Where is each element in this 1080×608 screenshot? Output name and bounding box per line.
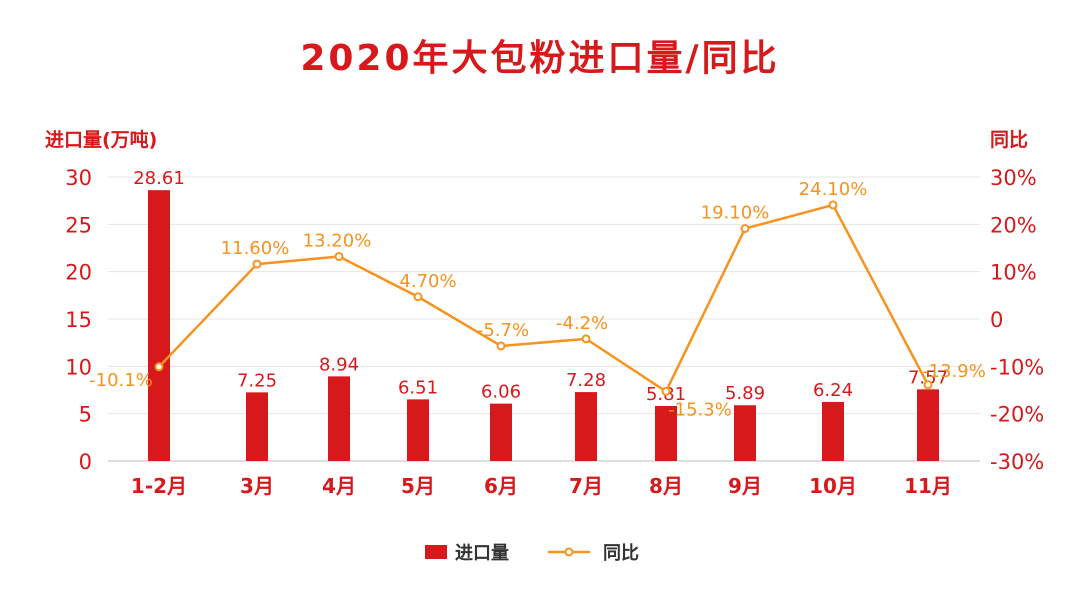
line-point — [740, 224, 750, 234]
line-data-label: 19.10% — [701, 203, 770, 224]
line-data-label: -4.2% — [556, 313, 608, 334]
bar-data-label: 5.89 — [725, 383, 765, 404]
left-axis-tick-label: 20 — [65, 261, 92, 285]
bar — [407, 399, 429, 461]
line-data-label: 13.20% — [303, 231, 372, 252]
bar-labels: 28.617.258.946.516.067.285.815.896.247.5… — [133, 168, 948, 405]
line-point — [581, 334, 591, 344]
right-axis-ticks: -30% -20% -10% 0 10% 20% 30% — [990, 166, 1044, 474]
bar — [148, 190, 170, 461]
bar-data-label: 8.94 — [319, 354, 359, 375]
bar-data-label: 7.28 — [566, 370, 606, 391]
legend: 进口量 同比 — [425, 542, 639, 564]
x-axis-tick-label: 11月 — [904, 474, 952, 498]
left-axis-tick-label: 5 — [79, 403, 92, 427]
bar-data-label: 6.51 — [398, 377, 438, 398]
x-axis-tick-label: 10月 — [809, 474, 857, 498]
bar-data-label: 7.57 — [908, 367, 948, 388]
left-axis-ticks: 0 5 10 15 20 25 30 — [65, 166, 92, 474]
bar — [917, 389, 939, 461]
line-point — [661, 386, 671, 396]
bar-data-label: 7.25 — [237, 370, 277, 391]
line-point — [413, 292, 423, 302]
x-axis-tick-label: 4月 — [322, 474, 356, 498]
bar — [655, 405, 677, 461]
gridlines — [108, 176, 980, 462]
right-axis-tick-label: 10% — [990, 261, 1037, 285]
bar-series — [148, 190, 939, 461]
bar — [490, 403, 512, 461]
line-data-label: 11.60% — [221, 238, 290, 259]
bar-data-label: 28.61 — [133, 168, 185, 189]
line-point — [923, 380, 933, 390]
right-axis-tick-label: 20% — [990, 213, 1037, 237]
bar — [822, 401, 844, 461]
right-axis-tick-label: -20% — [990, 403, 1044, 427]
bar — [246, 392, 268, 461]
right-axis-tick-label: 0 — [990, 308, 1003, 332]
line-data-label: -13.9% — [922, 361, 986, 382]
left-axis-tick-label: 10 — [65, 355, 92, 379]
x-axis-tick-label: 9月 — [728, 474, 762, 498]
left-axis-tick-label: 15 — [65, 308, 92, 332]
line-path — [158, 203, 930, 393]
x-axis-tick-label: 8月 — [649, 474, 683, 498]
x-axis-tick-label: 5月 — [401, 474, 435, 498]
line-point — [154, 362, 164, 372]
left-axis-tick-label: 30 — [65, 166, 92, 190]
bar-data-label: 6.24 — [813, 380, 853, 401]
line-data-label: 4.70% — [399, 271, 456, 292]
right-axis-tick-label: 30% — [990, 166, 1037, 190]
line-point — [334, 252, 344, 262]
legend-line-label: 同比 — [603, 543, 639, 564]
legend-line-marker — [564, 547, 574, 557]
x-axis-labels: 1-2月 3月 4月 5月 6月 7月 8月 9月 10月 11月 — [131, 474, 952, 498]
right-axis-tick-label: -30% — [990, 450, 1044, 474]
right-axis-label: 同比 — [990, 129, 1028, 151]
left-axis-tick-label: 0 — [79, 450, 92, 474]
line-data-label: -15.3% — [668, 399, 732, 420]
line-point — [496, 341, 506, 351]
bar — [734, 405, 756, 461]
legend-bar-swatch — [425, 545, 447, 559]
line-labels: -10.1% 11.60% 13.20% 4.70% -5.7% -4.2% -15.3% 1… — [89, 179, 986, 420]
bar-data-label: 6.06 — [481, 382, 521, 403]
left-axis-label: 进口量(万吨) — [45, 128, 157, 151]
x-axis-tick-label: 7月 — [569, 474, 603, 498]
bar — [328, 376, 350, 461]
line-data-label: 24.10% — [799, 179, 868, 200]
line-data-label: -5.7% — [477, 320, 529, 341]
line-data-label: -10.1% — [89, 370, 153, 391]
x-axis-tick-label: 3月 — [240, 474, 274, 498]
bar — [575, 392, 597, 461]
legend-bar-label: 进口量 — [455, 542, 509, 564]
left-axis-tick-label: 25 — [65, 213, 92, 237]
line-series — [154, 200, 933, 396]
chart-title: 2020年大包粉进口量/同比 — [300, 38, 779, 79]
line-point — [828, 200, 838, 210]
line-point — [252, 259, 262, 269]
x-axis-tick-label: 1-2月 — [131, 474, 187, 498]
right-axis-tick-label: -10% — [990, 355, 1044, 379]
x-axis-tick-label: 6月 — [484, 474, 518, 498]
